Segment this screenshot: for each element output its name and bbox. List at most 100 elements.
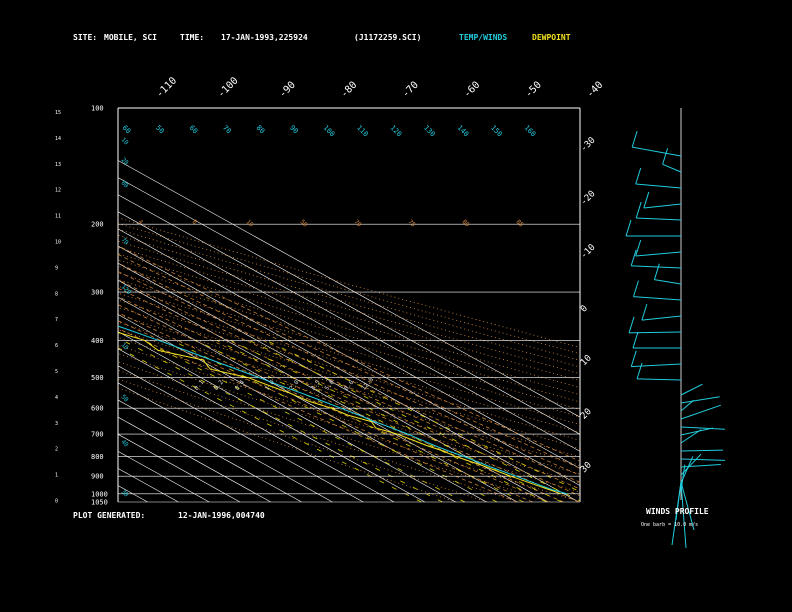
height-tick-label: 3 (55, 421, 58, 427)
legend-temp-winds: TEMP/WINDS (459, 33, 508, 42)
mixing-ratio-line (195, 339, 524, 502)
dry-adiabat-line (118, 344, 580, 493)
height-tick-label: 11 (55, 214, 61, 220)
dry-adiabat-line (118, 378, 488, 502)
wind-barb (680, 426, 725, 430)
wind-barb-flag (662, 148, 669, 165)
theta-left-label: 70 (120, 236, 130, 246)
wind-barb-flag (653, 263, 660, 280)
wind-barb (680, 399, 694, 412)
wind-barb (675, 481, 682, 521)
moist-adiabat-line (118, 328, 518, 502)
moist-adiabat-line (118, 262, 580, 476)
temp-right-label: 30 (579, 460, 594, 475)
theta-top-label: 140 (456, 124, 471, 139)
theta-top-label: 120 (389, 124, 404, 139)
wind-barb (680, 458, 725, 461)
theta-top-label: 90 (288, 124, 300, 136)
wind-barb (631, 363, 682, 368)
wind-barb (680, 481, 695, 531)
wind-barb (680, 481, 687, 549)
mixing-ratio-lines (118, 339, 580, 502)
isotherm-line (118, 262, 549, 502)
wind-barb (662, 163, 682, 173)
dry-adiabat-line (118, 240, 580, 375)
theta-upper-label: 70 (353, 218, 363, 228)
mixing-ratio-line (118, 347, 422, 502)
wind-barb (636, 217, 682, 221)
theta-upper-label: 80 (461, 218, 471, 228)
dry-adiabat-line (118, 228, 580, 361)
pressure-tick-label: 200 (91, 221, 104, 229)
wind-barb (633, 296, 682, 301)
theta-left-label: 20 (120, 156, 130, 166)
mixing-ratio-line (171, 339, 498, 502)
wind-barb-flag (635, 201, 642, 219)
temp-right-label: -30 (579, 136, 598, 155)
pressure-tick-label: 900 (91, 473, 104, 481)
theta-left-label: 30 (120, 488, 130, 498)
height-tick-label: 2 (55, 447, 58, 453)
time-label: TIME: (180, 33, 205, 42)
isotherm-line (118, 382, 333, 502)
dry-adiabat-line (118, 253, 580, 389)
wind-barb (637, 378, 682, 381)
theta-top-label: 130 (422, 124, 437, 139)
isotherm-line (118, 365, 364, 502)
wind-barb (680, 427, 714, 436)
height-tick-label: 10 (55, 240, 61, 246)
wind-barb (654, 279, 682, 285)
height-tick-label: 8 (55, 291, 58, 297)
moist-adiabat-lines (118, 245, 580, 502)
theta-upper-label: 85 (515, 218, 525, 228)
wind-barb (680, 429, 702, 444)
plot-generated-value: 12-JAN-1996,004740 (178, 511, 265, 520)
dry-adiabat-line (118, 321, 580, 466)
pressure-tick-label: 500 (91, 374, 104, 382)
isotherm-line (118, 416, 271, 502)
isotherm-line (118, 279, 518, 502)
pressure-tick-label: 400 (91, 337, 104, 345)
moist-adiabat-line (118, 287, 580, 497)
wind-barb-flag (635, 239, 642, 257)
isotherm-lines (118, 160, 580, 502)
isotherm-line (118, 399, 302, 502)
theta-left-label: 80 (120, 179, 130, 189)
theta-top-label: 100 (322, 124, 337, 139)
wind-barb (680, 396, 720, 404)
theta-left-label: 50 (120, 393, 130, 403)
temp-top-label: -110 (154, 75, 179, 100)
wind-barb-flag (625, 219, 632, 237)
mixing-ratio-label: 8.0 (343, 379, 356, 392)
wind-barb-flag (628, 316, 635, 334)
wind-barb-flag (643, 191, 650, 209)
height-tick-label: 9 (55, 265, 58, 271)
pressure-tick-label: 1050 (91, 499, 108, 507)
theta-top-label: 60 (188, 124, 200, 136)
theta-top-label: 70 (221, 124, 233, 136)
file-id: (J1172259.SCI) (354, 33, 422, 42)
pressure-tick-label: 600 (91, 405, 104, 413)
theta-upper-label: 10 (245, 218, 255, 228)
wind-barb (680, 463, 721, 468)
wind-barb (631, 265, 682, 269)
wind-barb (680, 449, 723, 452)
theta-upper-label: 4 (137, 218, 145, 226)
time-value: 17-JAN-1993,225924 (221, 33, 308, 42)
theta-left-label: 10 (120, 341, 130, 351)
theta-left-label: 10 (120, 136, 130, 146)
pressure-tick-label: 700 (91, 431, 104, 439)
isotherm-line (118, 177, 580, 435)
isotherm-line (118, 194, 580, 452)
pressure-tick-label: 1000 (91, 490, 108, 498)
mixing-ratio-label: 0.1 (193, 379, 206, 392)
height-tick-label: 15 (55, 110, 61, 116)
wind-barb-flag (636, 362, 643, 379)
theta-top-label: 160 (523, 124, 538, 139)
dewpoint-line (118, 331, 562, 495)
wind-barb-flag (631, 130, 638, 148)
temp-right-label: -20 (579, 189, 598, 208)
height-tick-label: 5 (55, 369, 58, 375)
mixing-ratio-line (142, 339, 465, 502)
